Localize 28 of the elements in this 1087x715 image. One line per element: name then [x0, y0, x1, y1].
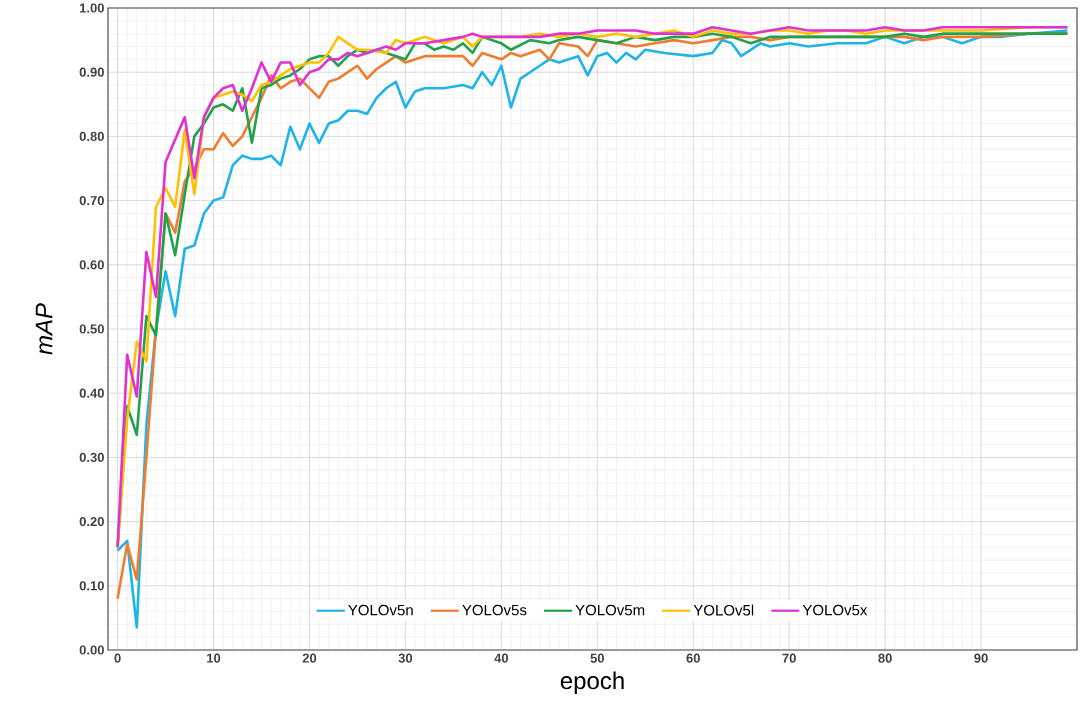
x-tick-label: 20	[302, 653, 317, 663]
x-tick-label: 60	[686, 653, 700, 663]
y-tick-label: 0.90	[79, 67, 104, 77]
y-axis-title: mAP	[35, 303, 53, 355]
x-tick-label: 0	[114, 653, 121, 663]
y-tick-label: 0.10	[79, 581, 104, 591]
y-tick-label: 0.00	[79, 645, 104, 655]
legend-label: YOLOv5n	[348, 604, 413, 616]
y-tick-label: 1.00	[79, 3, 104, 13]
y-tick-label: 0.80	[79, 131, 104, 141]
x-tick-label: 30	[398, 653, 413, 663]
legend-label: YOLOv5l	[693, 604, 754, 616]
x-tick-label: 10	[207, 653, 221, 663]
legend-label: YOLOv5x	[802, 604, 868, 616]
y-tick-label: 0.70	[79, 195, 104, 206]
y-tick-label: 0.60	[79, 260, 104, 270]
x-tick-label: 90	[974, 653, 988, 663]
legend-label: YOLOv5m	[575, 604, 645, 616]
y-tick-label: 0.50	[79, 324, 104, 334]
x-tick-label: 50	[590, 653, 604, 663]
y-tick-label: 0.40	[79, 388, 104, 398]
x-axis-title: epoch	[560, 671, 624, 694]
legend-label: YOLOv5s	[462, 604, 527, 616]
y-tick-label: 0.20	[79, 516, 104, 527]
x-tick-label: 40	[494, 653, 509, 663]
x-tick-label: 80	[878, 653, 892, 663]
y-tick-label: 0.30	[79, 452, 104, 462]
x-tick-label: 70	[782, 653, 796, 663]
